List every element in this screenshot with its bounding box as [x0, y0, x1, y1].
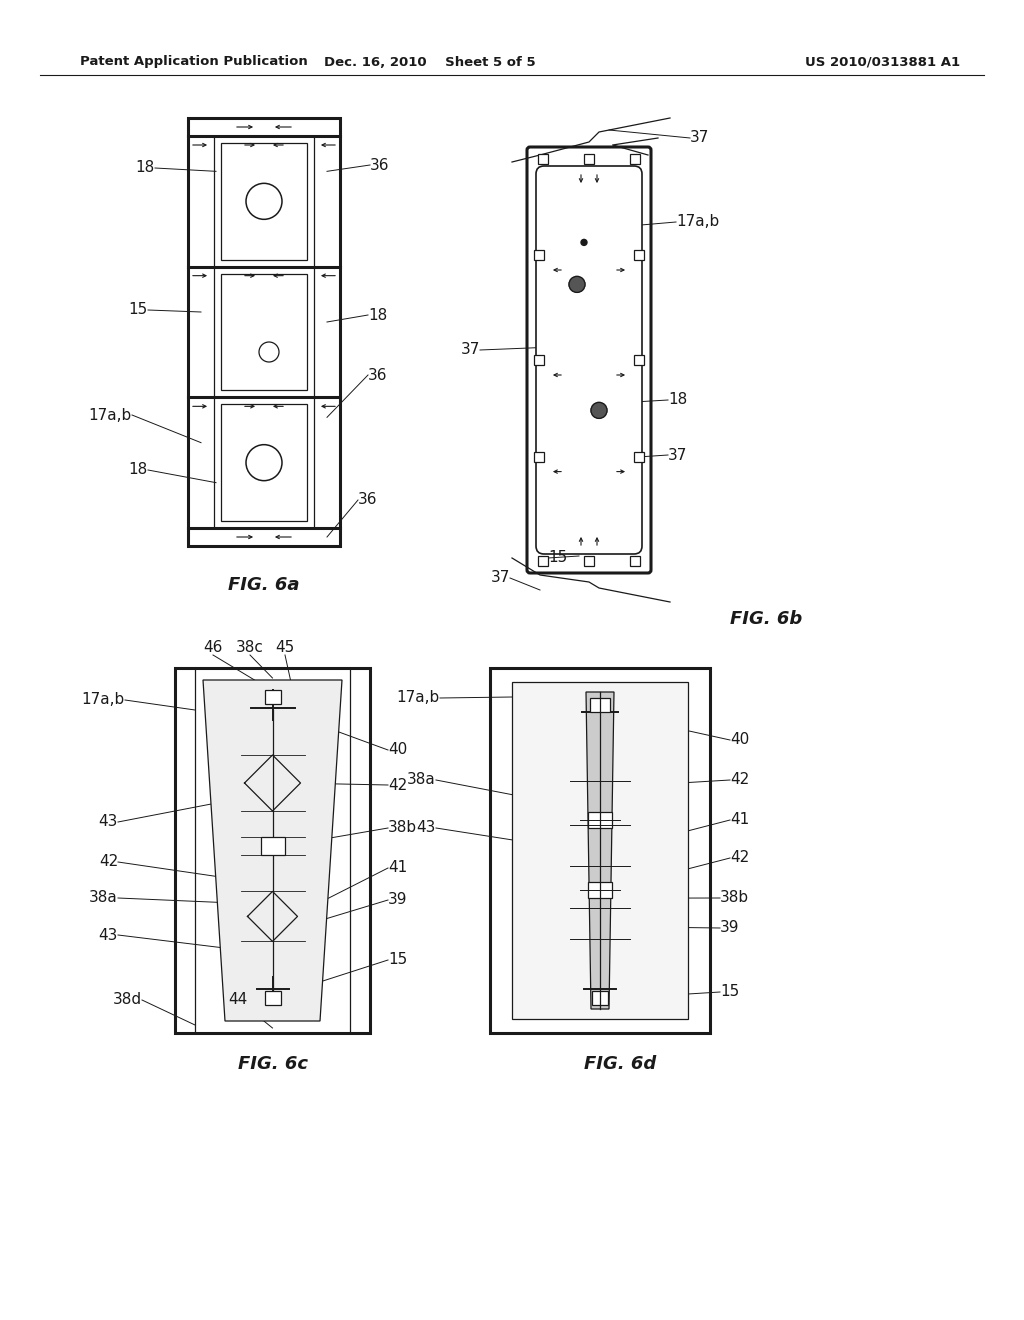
- Text: 43: 43: [417, 821, 436, 836]
- Text: 17a,b: 17a,b: [396, 690, 440, 705]
- Bar: [584, 154, 594, 164]
- Text: 15: 15: [129, 302, 148, 318]
- Bar: [634, 451, 644, 462]
- Bar: [588, 882, 612, 898]
- Text: 37: 37: [490, 570, 510, 586]
- Bar: [634, 249, 644, 260]
- Bar: [188, 117, 340, 546]
- Text: 18: 18: [368, 308, 387, 322]
- Bar: [221, 273, 307, 391]
- Text: 37: 37: [668, 447, 687, 462]
- Text: 41: 41: [388, 861, 408, 875]
- Text: 36: 36: [358, 492, 378, 507]
- Text: 36: 36: [368, 367, 387, 383]
- Text: 17a,b: 17a,b: [89, 408, 132, 422]
- Text: 38c: 38c: [237, 640, 264, 655]
- Polygon shape: [586, 692, 614, 1008]
- Bar: [490, 668, 710, 1034]
- Text: 40: 40: [730, 733, 750, 747]
- Text: 18: 18: [136, 161, 155, 176]
- FancyBboxPatch shape: [527, 147, 651, 573]
- Text: 18: 18: [129, 462, 148, 478]
- Text: 18: 18: [668, 392, 687, 408]
- Text: FIG. 6c: FIG. 6c: [238, 1055, 307, 1073]
- Bar: [534, 355, 544, 366]
- Text: 40: 40: [388, 742, 408, 758]
- Bar: [221, 404, 307, 521]
- Text: 43: 43: [98, 928, 118, 942]
- Bar: [534, 249, 544, 260]
- Bar: [534, 451, 544, 462]
- Circle shape: [591, 403, 607, 418]
- Text: 37: 37: [690, 131, 710, 145]
- Text: 39: 39: [720, 920, 739, 936]
- Bar: [175, 668, 370, 1034]
- Text: 36: 36: [370, 157, 389, 173]
- Bar: [221, 143, 307, 260]
- Text: 42: 42: [730, 772, 750, 788]
- Text: 15: 15: [548, 550, 567, 565]
- Text: 39: 39: [388, 892, 408, 908]
- Text: 42: 42: [98, 854, 118, 870]
- Text: 38b: 38b: [720, 891, 750, 906]
- Bar: [592, 991, 608, 1005]
- Text: 45: 45: [275, 640, 295, 655]
- Circle shape: [581, 239, 587, 246]
- Text: 46: 46: [204, 640, 222, 655]
- Text: FIG. 6b: FIG. 6b: [730, 610, 802, 628]
- Text: 38b: 38b: [388, 821, 417, 836]
- Bar: [584, 556, 594, 566]
- Bar: [630, 154, 640, 164]
- Text: 37: 37: [461, 342, 480, 358]
- Text: FIG. 6d: FIG. 6d: [584, 1055, 656, 1073]
- Bar: [264, 690, 281, 704]
- Circle shape: [569, 276, 585, 293]
- Text: 43: 43: [98, 814, 118, 829]
- Text: 15: 15: [720, 985, 739, 999]
- Bar: [512, 682, 688, 1019]
- Text: US 2010/0313881 A1: US 2010/0313881 A1: [805, 55, 961, 69]
- Bar: [264, 991, 281, 1005]
- Text: 38a: 38a: [89, 891, 118, 906]
- Text: 17a,b: 17a,b: [82, 693, 125, 708]
- Text: 44: 44: [228, 993, 248, 1007]
- Bar: [260, 837, 285, 855]
- Bar: [634, 355, 644, 366]
- Text: Patent Application Publication: Patent Application Publication: [80, 55, 308, 69]
- Text: 42: 42: [388, 777, 408, 792]
- Text: 17a,b: 17a,b: [676, 214, 719, 230]
- Text: Dec. 16, 2010    Sheet 5 of 5: Dec. 16, 2010 Sheet 5 of 5: [325, 55, 536, 69]
- Text: 15: 15: [388, 953, 408, 968]
- Text: 41: 41: [730, 813, 750, 828]
- Bar: [538, 154, 548, 164]
- Text: 42: 42: [730, 850, 750, 866]
- Bar: [538, 556, 548, 566]
- Polygon shape: [203, 680, 342, 1020]
- Text: 38a: 38a: [408, 772, 436, 788]
- Bar: [588, 813, 612, 829]
- Text: 38d: 38d: [113, 993, 142, 1007]
- Text: FIG. 6a: FIG. 6a: [228, 576, 300, 594]
- FancyBboxPatch shape: [536, 166, 642, 554]
- Bar: [630, 556, 640, 566]
- Bar: [590, 698, 610, 711]
